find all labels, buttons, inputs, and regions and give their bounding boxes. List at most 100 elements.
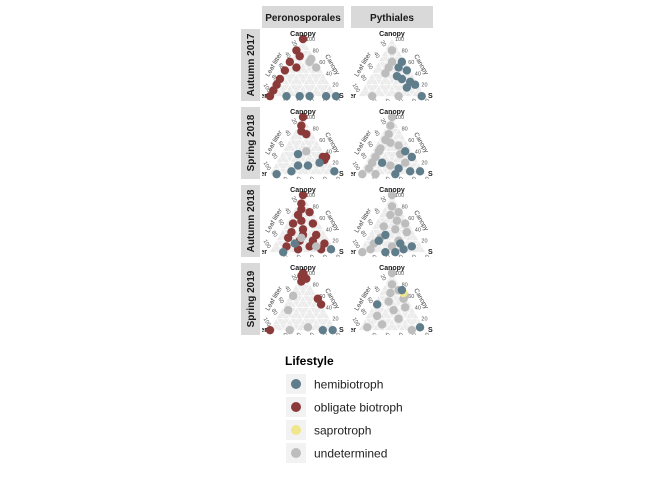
tick-label: 40 <box>415 149 421 155</box>
data-points <box>358 190 416 257</box>
facet-row-label: Autumn 2018 <box>246 189 257 252</box>
data-point <box>315 158 324 167</box>
data-point <box>384 297 393 306</box>
tick-label: 60 <box>276 141 284 149</box>
data-points <box>358 112 425 179</box>
tick-label: 100 <box>351 317 361 328</box>
tick-label: 100 <box>422 254 432 265</box>
data-point <box>381 69 390 78</box>
tick-label: 100 <box>306 271 315 277</box>
tick-label: 80 <box>313 126 319 132</box>
ternary-ticks: 202020404040606060808080100100100 <box>262 115 343 187</box>
legend-item: obligate biotroph <box>286 397 403 417</box>
data-point <box>392 216 402 225</box>
tick-label: 20 <box>379 274 387 282</box>
vertex-label-top: Canopy <box>379 265 405 272</box>
ternary-panel: 202020404040606060808080100100100CanopyL… <box>324 31 441 109</box>
facet-row-label: Spring 2018 <box>246 114 257 171</box>
vertex-label-top: Canopy <box>290 109 316 116</box>
tick-label: 40 <box>372 51 380 59</box>
data-point <box>328 325 337 335</box>
tick-label: 100 <box>395 271 404 277</box>
data-point <box>386 138 395 147</box>
legend-label: obligate biotroph <box>314 401 403 415</box>
data-point <box>389 305 398 315</box>
tick-label: 100 <box>306 37 315 43</box>
data-point <box>316 300 326 309</box>
data-point <box>407 152 416 162</box>
facet-row-strip: Autumn 2018 <box>241 185 260 257</box>
facet-row-strip: Spring 2018 <box>241 107 260 179</box>
tick-label: 100 <box>395 37 404 43</box>
vertex-label-top: Canopy <box>379 31 405 38</box>
vertex-label-top: Canopy <box>379 187 405 194</box>
tick-label: 20 <box>290 274 298 282</box>
tick-label: 100 <box>262 239 272 250</box>
vertex-label-top: Canopy <box>290 265 316 272</box>
data-point <box>293 149 303 159</box>
tick-label: 40 <box>326 305 332 311</box>
data-point <box>366 245 375 254</box>
tick-label: 60 <box>397 254 405 262</box>
data-point <box>363 323 372 332</box>
tick-label: 40 <box>326 149 332 155</box>
tick-label: 100 <box>306 115 315 121</box>
data-point <box>321 152 331 162</box>
data-point <box>298 112 308 122</box>
data-point <box>318 325 327 335</box>
tick-label: 100 <box>351 161 361 172</box>
data-point <box>288 219 298 228</box>
tick-label: 80 <box>270 230 278 238</box>
tick-label: 80 <box>359 308 367 316</box>
vertex-label-right: Soil <box>339 93 352 100</box>
data-point <box>288 291 298 301</box>
data-points <box>363 268 425 335</box>
data-point <box>391 247 400 257</box>
data-point <box>305 207 314 217</box>
data-point <box>371 169 380 179</box>
vertex-label-left: Leaf litter <box>324 249 356 256</box>
data-point <box>394 207 403 217</box>
tick-label: 40 <box>283 51 291 59</box>
tick-label: 20 <box>281 176 289 184</box>
tick-label: 20 <box>332 239 338 245</box>
tick-label: 40 <box>372 207 380 215</box>
tick-label: 40 <box>283 285 291 293</box>
data-point <box>401 303 410 312</box>
vertex-label-left: Leaf litter <box>324 93 356 100</box>
data-point <box>285 325 294 335</box>
data-point <box>381 230 390 240</box>
data-point <box>326 245 336 254</box>
data-point <box>282 91 291 101</box>
tick-label: 40 <box>283 129 291 137</box>
vertex-label-right: Soil <box>339 249 352 256</box>
tick-label: 100 <box>422 98 432 109</box>
tick-label: 20 <box>379 118 387 126</box>
data-point <box>295 51 304 61</box>
data-point <box>279 247 288 257</box>
data-point <box>401 158 410 167</box>
data-point <box>391 169 400 179</box>
tick-label: 20 <box>421 317 427 323</box>
data-point <box>308 219 318 228</box>
legend-item: saprotroph <box>286 420 371 440</box>
tick-label: 80 <box>321 254 329 262</box>
data-point <box>358 247 367 257</box>
data-point <box>402 227 412 237</box>
data-point <box>283 233 293 243</box>
data-point <box>330 167 339 176</box>
data-point <box>298 34 308 44</box>
data-points <box>279 190 336 257</box>
data-point <box>407 325 416 335</box>
data-point <box>386 288 395 298</box>
tick-label: 80 <box>359 152 367 160</box>
tick-label: 100 <box>333 254 343 265</box>
vertex-label-left: Leaf litter <box>324 171 356 178</box>
data-point <box>397 74 407 84</box>
legend-key <box>291 448 301 458</box>
tick-label: 60 <box>408 138 414 144</box>
vertex-label-right: Soil <box>428 93 441 100</box>
tick-label: 40 <box>384 176 392 184</box>
tick-label: 100 <box>333 176 343 187</box>
